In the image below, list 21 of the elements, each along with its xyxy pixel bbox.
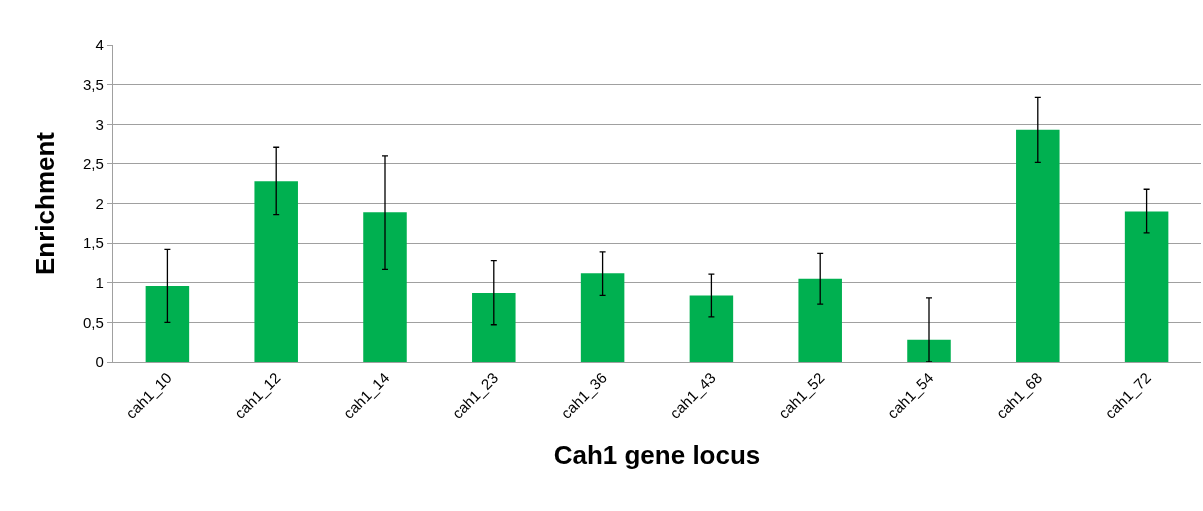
y-tick-label: 2,5 (82, 155, 104, 173)
bar (580, 273, 625, 362)
bar (254, 181, 298, 362)
y-tick-label: 0 (95, 353, 104, 371)
bar (145, 285, 190, 362)
bar (363, 212, 407, 362)
bar (907, 339, 951, 362)
bar (1124, 211, 1169, 362)
y-tick-label: 1,5 (82, 234, 104, 252)
y-tick-label: 3 (95, 115, 104, 133)
y-axis-title: Enrichment (30, 131, 61, 276)
y-tick-label: 3,5 (82, 75, 104, 93)
x-axis-title: Cah1 gene locus (553, 440, 761, 471)
y-tick-label: 4 (95, 36, 104, 54)
y-tick-label: 0,5 (82, 313, 104, 331)
y-tick-label: 2 (95, 194, 104, 212)
bar (798, 278, 842, 362)
bar (472, 293, 516, 362)
bar (1016, 129, 1060, 362)
y-tick-label: 1 (95, 274, 104, 291)
bar (689, 295, 734, 362)
